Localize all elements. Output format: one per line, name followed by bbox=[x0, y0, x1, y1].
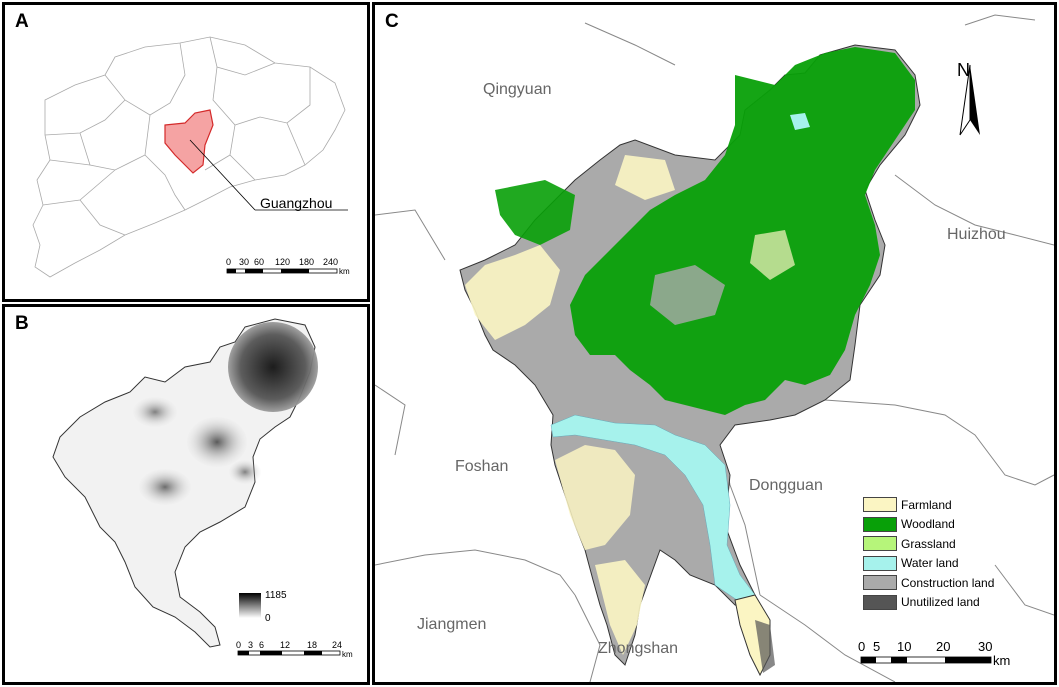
scale-a-tick-60: 60 bbox=[254, 257, 265, 267]
scale-b-tick-18: 18 bbox=[307, 640, 318, 650]
legend-swatch-unutilized-land bbox=[863, 594, 897, 610]
panel-b-elevation-map: B 1185 0 0 3 6 12 18 24 bbox=[2, 304, 370, 685]
scale-a-tick-180: 180 bbox=[299, 257, 315, 267]
reservoir-water bbox=[790, 113, 810, 130]
city-label-zhongshan: Zhongshan bbox=[598, 640, 679, 657]
elevation-max-label: 1185 bbox=[265, 590, 287, 601]
scale-bar-c bbox=[860, 656, 992, 664]
city-label-huizhou: Huizhou bbox=[947, 226, 1006, 243]
scale-b-tick-12: 12 bbox=[280, 640, 291, 650]
guangzhou-highlight bbox=[164, 109, 214, 174]
legend-swatch-water-land bbox=[863, 555, 897, 571]
legend-swatch-woodland bbox=[863, 516, 897, 532]
landuse-legend: Farmland Woodland Grassland Water land C… bbox=[863, 495, 994, 612]
north-arrow-label: N bbox=[957, 60, 970, 80]
scale-c-tick-5: 5 bbox=[873, 639, 881, 654]
woodland-mass bbox=[570, 47, 915, 415]
north-arrow bbox=[959, 64, 980, 136]
scale-bar-a bbox=[226, 268, 338, 274]
elevation-legend-bar bbox=[239, 593, 261, 618]
scale-c-tick-20: 20 bbox=[936, 639, 951, 654]
scale-a-tick-0: 0 bbox=[226, 257, 232, 267]
scale-a-tick-120: 120 bbox=[275, 257, 291, 267]
legend-label-water-land: Water land bbox=[901, 556, 959, 571]
scale-c-tick-30: 30 bbox=[978, 639, 993, 654]
legend-item-grassland: Grassland bbox=[863, 534, 994, 554]
callout-leader bbox=[189, 139, 256, 211]
scale-b-tick-3: 3 bbox=[248, 640, 254, 650]
scale-c-unit: km bbox=[993, 653, 1011, 668]
landuse-map bbox=[375, 14, 1054, 682]
scale-bar-b bbox=[237, 650, 341, 656]
scale-a-tick-240: 240 bbox=[323, 257, 339, 267]
legend-item-unutilized-land: Unutilized land bbox=[863, 593, 994, 613]
guangzhou-callout-label: Guangzhou bbox=[260, 195, 333, 211]
legend-label-farmland: Farmland bbox=[901, 497, 952, 512]
elevation-map bbox=[52, 318, 341, 656]
scale-a-tick-30: 30 bbox=[239, 257, 250, 267]
panel-c-landuse-map: C bbox=[372, 2, 1057, 685]
scale-b-tick-24: 24 bbox=[332, 640, 343, 650]
scale-c-tick-0: 0 bbox=[858, 639, 866, 654]
legend-swatch-farmland bbox=[863, 497, 897, 513]
panel-a-province-map: A Guangzhou 0 30 60 120 180 bbox=[2, 2, 370, 302]
scale-b-tick-0: 0 bbox=[236, 640, 242, 650]
city-label-qingyuan: Qingyuan bbox=[483, 81, 552, 98]
legend-swatch-grassland bbox=[863, 536, 897, 552]
scale-c-tick-10: 10 bbox=[897, 639, 912, 654]
legend-label-unutilized-land: Unutilized land bbox=[901, 595, 980, 610]
legend-item-woodland: Woodland bbox=[863, 515, 994, 535]
elevation-min-label: 0 bbox=[265, 613, 271, 624]
legend-item-construction-land: Construction land bbox=[863, 573, 994, 593]
province-boundaries bbox=[32, 36, 346, 278]
scale-b-tick-6: 6 bbox=[259, 640, 265, 650]
legend-label-woodland: Woodland bbox=[901, 517, 955, 532]
city-label-jiangmen: Jiangmen bbox=[417, 616, 487, 633]
scale-a-unit: km bbox=[339, 267, 350, 276]
northern-highlands bbox=[228, 322, 318, 412]
legend-label-grassland: Grassland bbox=[901, 536, 956, 551]
neighbor-boundaries bbox=[375, 14, 1054, 682]
panel-a-label: A bbox=[15, 11, 29, 32]
province-map bbox=[32, 36, 348, 278]
legend-swatch-construction-land bbox=[863, 575, 897, 591]
panel-b-label: B bbox=[15, 313, 29, 334]
city-label-dongguan: Dongguan bbox=[749, 477, 823, 494]
panel-c-label: C bbox=[385, 11, 399, 32]
city-label-foshan: Foshan bbox=[455, 458, 509, 475]
legend-label-construction-land: Construction land bbox=[901, 575, 995, 590]
legend-item-water-land: Water land bbox=[863, 554, 994, 574]
scale-b-unit: km bbox=[342, 650, 353, 659]
legend-item-farmland: Farmland bbox=[863, 495, 994, 515]
